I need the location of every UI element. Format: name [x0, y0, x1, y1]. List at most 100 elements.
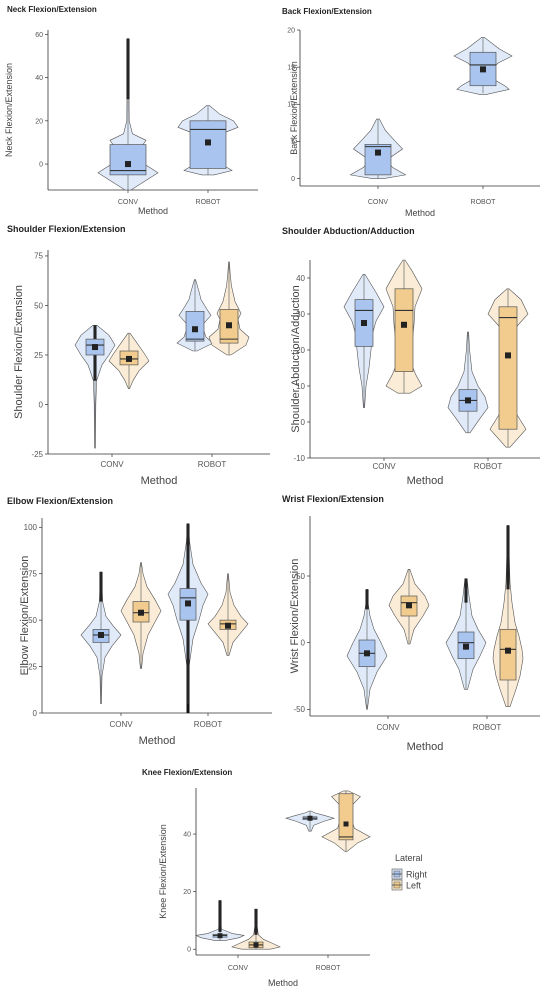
y-tick-label: 0	[39, 162, 43, 169]
mean-marker	[364, 650, 370, 657]
mean-marker	[185, 600, 191, 607]
iqr-box	[499, 628, 517, 681]
mean-marker	[406, 602, 412, 609]
y-tick-label: 20	[296, 346, 305, 355]
x-tick-label: ROBOT	[194, 720, 223, 729]
x-axis-label: Method	[138, 206, 168, 216]
y-axis-label: Back Flexion/Extension	[289, 61, 299, 155]
x-axis-label: Method	[405, 208, 435, 218]
y-tick-label: 20	[35, 118, 43, 125]
x-tick-label: ROBOT	[198, 460, 227, 469]
x-axis-label: Method	[407, 741, 444, 753]
mean-marker	[401, 321, 407, 328]
y-tick-label: 20	[183, 889, 191, 896]
x-axis-label: Method	[407, 475, 444, 487]
mean-marker	[92, 344, 98, 351]
y-tick-label: 20	[287, 27, 295, 34]
x-tick-label: CONV	[368, 199, 389, 206]
y-tick-label: 0	[301, 418, 306, 427]
y-tick-label: 50	[28, 616, 37, 625]
mean-marker	[253, 942, 259, 948]
mean-marker	[343, 821, 349, 827]
y-tick-label: 40	[183, 832, 191, 839]
mean-marker	[375, 149, 381, 156]
y-tick-label: 50	[34, 301, 43, 310]
y-tick-label: -10	[293, 454, 305, 463]
x-tick-label: CONV	[100, 460, 124, 469]
mean-marker	[226, 322, 232, 329]
y-tick-label: 0	[33, 709, 38, 718]
y-tick-label: 30	[296, 310, 305, 319]
y-axis-label: Knee Flexion/Extension	[158, 824, 168, 919]
mean-marker	[480, 66, 486, 73]
chart-title: Knee Flexion/Extension	[142, 768, 232, 777]
y-tick-label: -25	[31, 450, 43, 459]
x-tick-label: CONV	[228, 965, 249, 972]
iqr-box	[364, 144, 392, 176]
y-tick-label: 25	[28, 662, 37, 671]
mean-marker	[463, 643, 469, 650]
x-tick-label: ROBOT	[316, 965, 342, 972]
x-tick-label: ROBOT	[474, 462, 503, 471]
chart-2: Shoulder Flexion/Extension -25 0 25 50 75 CONV…	[7, 224, 270, 487]
y-tick-label: -50	[293, 705, 305, 714]
y-tick-label: 40	[296, 274, 305, 283]
y-tick-label: 100	[24, 523, 38, 532]
y-axis-label: Shoulder Flexion/Extension	[13, 285, 25, 419]
y-tick-label: 15	[287, 65, 295, 72]
mean-marker	[307, 815, 313, 821]
y-tick-label: 60	[35, 32, 43, 39]
chart-title: Neck Flexion/Extension	[7, 5, 97, 14]
mean-marker	[125, 161, 131, 168]
y-tick-label: 0	[39, 400, 44, 409]
legend-label-right: Right	[406, 870, 428, 880]
y-tick-label: 75	[28, 570, 37, 579]
chart-3: Shoulder Abduction/Adduction -10 0 10 20 30 40…	[282, 226, 540, 487]
y-tick-label: 0	[187, 947, 191, 954]
x-tick-label: ROBOT	[471, 199, 497, 206]
mean-marker	[465, 397, 471, 404]
chart-title: Shoulder Flexion/Extension	[7, 224, 126, 234]
chart-0: Neck Flexion/Extension 0 20 40 60 CONV ROBOT Me…	[4, 5, 258, 216]
y-tick-label: 40	[35, 75, 43, 82]
x-tick-label: CONV	[109, 720, 133, 729]
mean-marker	[138, 609, 144, 616]
mean-marker	[361, 320, 367, 326]
y-axis-label: Elbow Flexion/Extension	[19, 556, 31, 676]
mean-marker	[505, 352, 511, 359]
x-tick-label: CONV	[118, 199, 139, 206]
x-tick-label: ROBOT	[196, 199, 222, 206]
mean-marker	[126, 355, 132, 362]
y-tick-label: 25	[34, 351, 43, 360]
iqr-box	[394, 288, 414, 372]
y-tick-label: 0	[301, 638, 306, 647]
y-tick-label: 75	[34, 252, 43, 261]
chart-6: Knee Flexion/Extension 0 20 40 CONV ROBOT Meth…	[142, 768, 371, 988]
legend-title: Lateral	[395, 853, 423, 863]
x-axis-label: Method	[139, 735, 176, 747]
chart-title: Wrist Flexion/Extension	[282, 494, 384, 504]
x-axis-label: Method	[268, 978, 298, 988]
y-tick-label: 10	[296, 382, 305, 391]
iqr-box	[338, 793, 354, 841]
mean-marker	[505, 647, 511, 654]
x-tick-label: ROBOT	[473, 723, 502, 732]
mean-marker	[205, 139, 211, 146]
mean-marker	[192, 326, 198, 333]
mean-marker	[225, 622, 231, 629]
chart-4: Elbow Flexion/Extension 0 25 50 75 100 CONV ROB…	[7, 496, 272, 747]
y-tick-label: 0	[291, 176, 295, 183]
y-tick-label: 10	[287, 102, 295, 109]
legend-label-left: Left	[406, 881, 422, 891]
iqr-box	[109, 144, 147, 176]
chart-5: Wrist Flexion/Extension -50 0 50 CONV ROBOT Me…	[282, 494, 540, 753]
iqr-box	[498, 306, 518, 430]
mean-marker	[98, 632, 104, 638]
y-tick-label: 50	[296, 572, 305, 581]
x-tick-label: CONV	[376, 723, 400, 732]
y-axis-label: Neck Flexion/Extension	[4, 63, 14, 157]
chart-title: Back Flexion/Extension	[282, 7, 372, 16]
y-tick-label: 5	[291, 139, 295, 146]
